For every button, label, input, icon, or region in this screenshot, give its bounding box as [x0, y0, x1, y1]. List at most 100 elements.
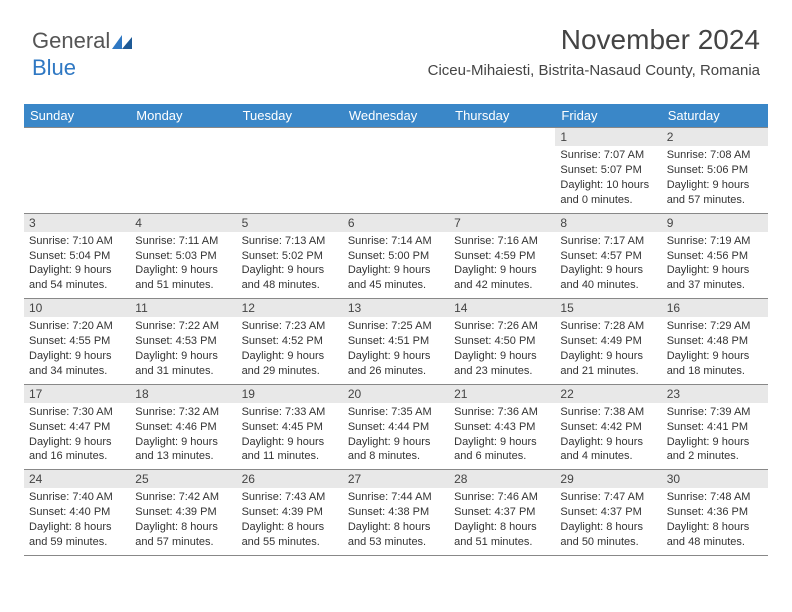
daylight-text: and 57 minutes.: [135, 535, 231, 550]
sunset-text: Sunset: 4:39 PM: [242, 505, 338, 520]
sunrise-text: Sunrise: 7:20 AM: [29, 319, 125, 334]
day-number: 14: [449, 299, 555, 317]
sunrise-text: Sunrise: 7:47 AM: [560, 490, 656, 505]
sunrise-text: Sunrise: 7:30 AM: [29, 405, 125, 420]
sunset-text: Sunset: 4:59 PM: [454, 249, 550, 264]
daylight-text: and 23 minutes.: [454, 364, 550, 379]
day-number: 7: [449, 214, 555, 232]
location-text: Ciceu-Mihaiesti, Bistrita-Nasaud County,…: [428, 62, 760, 79]
daylight-text: and 34 minutes.: [29, 364, 125, 379]
sunrise-text: Sunrise: 7:11 AM: [135, 234, 231, 249]
day-number: 18: [130, 385, 236, 403]
daylight-text: Daylight: 9 hours: [454, 349, 550, 364]
day-cell: 5Sunrise: 7:13 AMSunset: 5:02 PMDaylight…: [237, 214, 343, 299]
daylight-text: Daylight: 9 hours: [135, 349, 231, 364]
month-title: November 2024: [428, 24, 760, 56]
day-cell: 25Sunrise: 7:42 AMSunset: 4:39 PMDayligh…: [130, 470, 236, 555]
sunset-text: Sunset: 4:36 PM: [667, 505, 763, 520]
day-number: 6: [343, 214, 449, 232]
day-cell: 15Sunrise: 7:28 AMSunset: 4:49 PMDayligh…: [555, 299, 661, 384]
day-number: 27: [343, 470, 449, 488]
sunset-text: Sunset: 4:38 PM: [348, 505, 444, 520]
sunrise-text: Sunrise: 7:35 AM: [348, 405, 444, 420]
sunrise-text: Sunrise: 7:39 AM: [667, 405, 763, 420]
week-row: 3Sunrise: 7:10 AMSunset: 5:04 PMDaylight…: [24, 214, 768, 300]
sunset-text: Sunset: 4:53 PM: [135, 334, 231, 349]
daylight-text: and 8 minutes.: [348, 449, 444, 464]
daylight-text: and 53 minutes.: [348, 535, 444, 550]
week-row: 17Sunrise: 7:30 AMSunset: 4:47 PMDayligh…: [24, 385, 768, 471]
day-number: 4: [130, 214, 236, 232]
daylight-text: Daylight: 8 hours: [667, 520, 763, 535]
day-cell: 22Sunrise: 7:38 AMSunset: 4:42 PMDayligh…: [555, 385, 661, 470]
daylight-text: Daylight: 9 hours: [560, 263, 656, 278]
sunrise-text: Sunrise: 7:29 AM: [667, 319, 763, 334]
daylight-text: and 21 minutes.: [560, 364, 656, 379]
sunset-text: Sunset: 5:04 PM: [29, 249, 125, 264]
weeks-container: 1Sunrise: 7:07 AMSunset: 5:07 PMDaylight…: [24, 127, 768, 556]
daylight-text: Daylight: 9 hours: [135, 263, 231, 278]
day-cell: [449, 128, 555, 213]
sunset-text: Sunset: 4:39 PM: [135, 505, 231, 520]
daylight-text: Daylight: 9 hours: [348, 349, 444, 364]
day-cell: 29Sunrise: 7:47 AMSunset: 4:37 PMDayligh…: [555, 470, 661, 555]
day-header-cell: Saturday: [662, 104, 768, 127]
daylight-text: and 18 minutes.: [667, 364, 763, 379]
daylight-text: and 2 minutes.: [667, 449, 763, 464]
sunrise-text: Sunrise: 7:08 AM: [667, 148, 763, 163]
daylight-text: and 31 minutes.: [135, 364, 231, 379]
day-number: 9: [662, 214, 768, 232]
daylight-text: and 11 minutes.: [242, 449, 338, 464]
sunrise-text: Sunrise: 7:44 AM: [348, 490, 444, 505]
daylight-text: Daylight: 8 hours: [348, 520, 444, 535]
daylight-text: Daylight: 9 hours: [242, 263, 338, 278]
sunrise-text: Sunrise: 7:26 AM: [454, 319, 550, 334]
day-number: 16: [662, 299, 768, 317]
sunrise-text: Sunrise: 7:36 AM: [454, 405, 550, 420]
daylight-text: Daylight: 9 hours: [348, 263, 444, 278]
sunrise-text: Sunrise: 7:46 AM: [454, 490, 550, 505]
daylight-text: and 59 minutes.: [29, 535, 125, 550]
daylight-text: and 54 minutes.: [29, 278, 125, 293]
sunset-text: Sunset: 4:49 PM: [560, 334, 656, 349]
calendar: SundayMondayTuesdayWednesdayThursdayFrid…: [24, 104, 768, 556]
day-number: 13: [343, 299, 449, 317]
daylight-text: and 0 minutes.: [560, 193, 656, 208]
day-cell: [343, 128, 449, 213]
day-cell: 21Sunrise: 7:36 AMSunset: 4:43 PMDayligh…: [449, 385, 555, 470]
sunset-text: Sunset: 4:51 PM: [348, 334, 444, 349]
day-number: 15: [555, 299, 661, 317]
sunrise-text: Sunrise: 7:22 AM: [135, 319, 231, 334]
day-number: 25: [130, 470, 236, 488]
daylight-text: and 45 minutes.: [348, 278, 444, 293]
logo-text-gray: General: [32, 28, 110, 53]
daylight-text: Daylight: 9 hours: [667, 435, 763, 450]
sunset-text: Sunset: 5:00 PM: [348, 249, 444, 264]
day-number: 24: [24, 470, 130, 488]
day-cell: 10Sunrise: 7:20 AMSunset: 4:55 PMDayligh…: [24, 299, 130, 384]
daylight-text: Daylight: 9 hours: [348, 435, 444, 450]
day-number: 26: [237, 470, 343, 488]
day-cell: 14 Sunrise: 7:26 AMSunset: 4:50 PMDayligh…: [449, 299, 555, 384]
logo-triangle-icon: [112, 29, 132, 55]
sunset-text: Sunset: 4:50 PM: [454, 334, 550, 349]
sunset-text: Sunset: 4:42 PM: [560, 420, 656, 435]
sunset-text: Sunset: 5:02 PM: [242, 249, 338, 264]
day-header-cell: Thursday: [449, 104, 555, 127]
sunset-text: Sunset: 5:07 PM: [560, 163, 656, 178]
sunset-text: Sunset: 4:37 PM: [560, 505, 656, 520]
daylight-text: and 4 minutes.: [560, 449, 656, 464]
daylight-text: Daylight: 8 hours: [560, 520, 656, 535]
daylight-text: Daylight: 9 hours: [29, 435, 125, 450]
daylight-text: and 48 minutes.: [667, 535, 763, 550]
header: November 2024 Ciceu-Mihaiesti, Bistrita-…: [428, 24, 760, 79]
day-cell: 16Sunrise: 7:29 AMSunset: 4:48 PMDayligh…: [662, 299, 768, 384]
day-cell: 30Sunrise: 7:48 AMSunset: 4:36 PMDayligh…: [662, 470, 768, 555]
sunrise-text: Sunrise: 7:10 AM: [29, 234, 125, 249]
sunset-text: Sunset: 4:40 PM: [29, 505, 125, 520]
daylight-text: Daylight: 9 hours: [560, 435, 656, 450]
day-header-cell: Wednesday: [343, 104, 449, 127]
daylight-text: Daylight: 9 hours: [242, 349, 338, 364]
sunset-text: Sunset: 5:06 PM: [667, 163, 763, 178]
day-number: 20: [343, 385, 449, 403]
